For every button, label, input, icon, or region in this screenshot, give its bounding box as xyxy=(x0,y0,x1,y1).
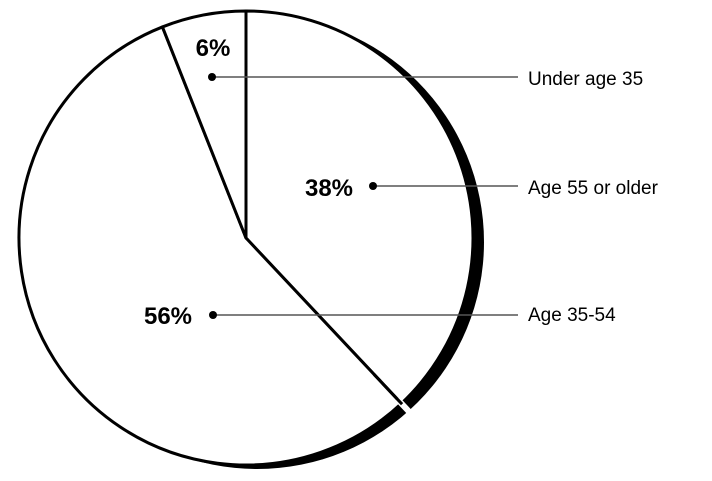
slice-value-label-35-54: 56% xyxy=(144,303,192,330)
leader-dot-35-54 xyxy=(209,311,217,319)
slice-value-label-under-35: 6% xyxy=(196,35,231,62)
legend-label-55-plus: Age 55 or older xyxy=(528,178,659,199)
legend-label-35-54: Age 35-54 xyxy=(528,305,616,326)
slice-value-label-55-plus: 38% xyxy=(305,175,353,202)
legend-label-under-35: Under age 35 xyxy=(528,69,643,90)
pie-slices xyxy=(19,11,473,465)
leader-dot-55-plus xyxy=(369,182,377,190)
leader-dot-under-35 xyxy=(208,73,216,81)
